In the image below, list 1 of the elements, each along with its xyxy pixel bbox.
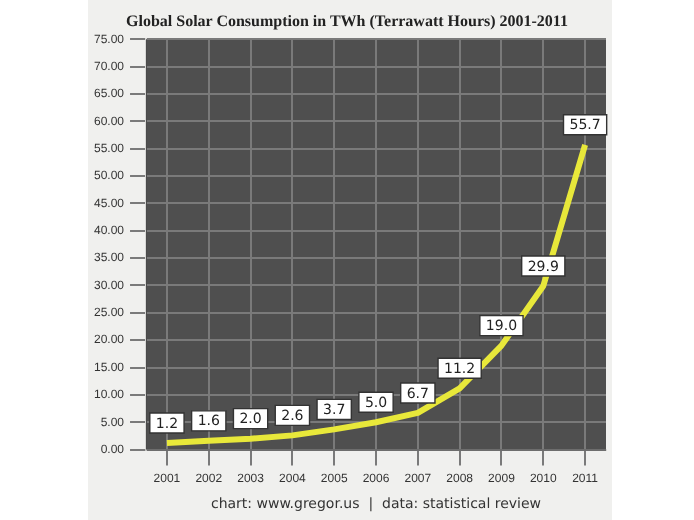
chart-title: Global Solar Consumption in TWh (Terrawatt Hours) 2001-2011 xyxy=(126,11,568,30)
